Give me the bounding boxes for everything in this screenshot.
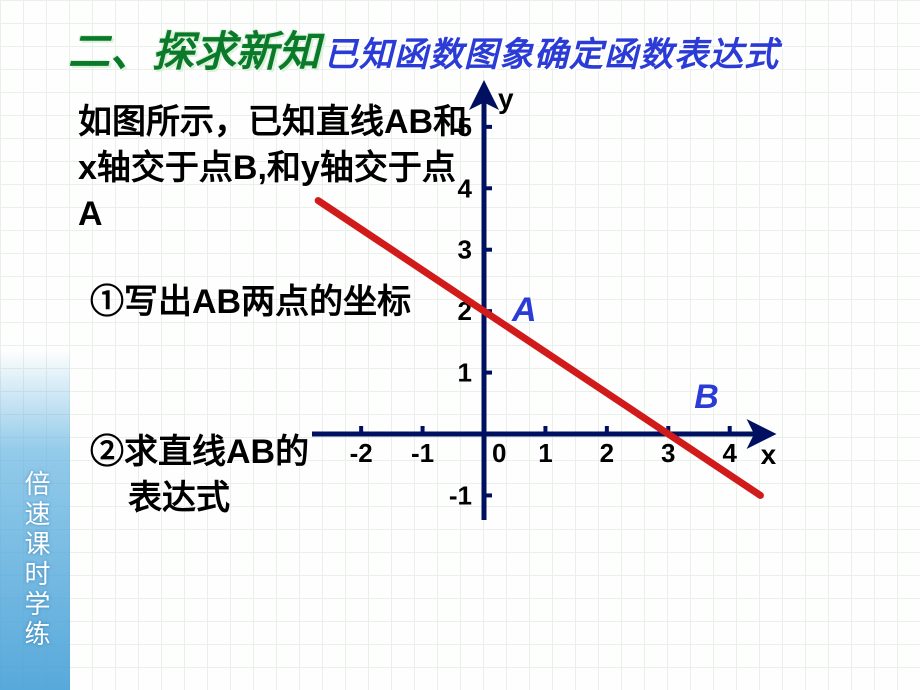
chart-svg: -2-101234-112345yxAB: [312, 90, 902, 520]
svg-text:3: 3: [458, 235, 472, 265]
svg-text:1: 1: [538, 438, 552, 468]
svg-text:4: 4: [722, 438, 737, 468]
title-row: 二、探求新知 已知函数图象确定函数表达式: [68, 18, 779, 79]
sidebar-label: 倍速课时学练: [18, 470, 55, 650]
svg-text:3: 3: [661, 438, 675, 468]
title-sub: 已知函数图象确定函数表达式: [324, 27, 779, 76]
slide-content: 二、探求新知 已知函数图象确定函数表达式 如图所示，已知直线AB和x轴交于点B,…: [0, 0, 920, 690]
svg-text:A: A: [511, 291, 537, 329]
question-2-line2: 表达式: [128, 476, 230, 522]
svg-text:x: x: [761, 439, 777, 470]
svg-text:1: 1: [458, 358, 472, 388]
svg-text:-1: -1: [449, 480, 472, 510]
svg-text:y: y: [498, 83, 514, 114]
svg-text:5: 5: [458, 112, 472, 142]
svg-text:0: 0: [492, 438, 506, 468]
svg-text:B: B: [694, 378, 719, 416]
svg-text:-2: -2: [350, 438, 373, 468]
svg-text:2: 2: [600, 438, 614, 468]
svg-text:-1: -1: [411, 438, 434, 468]
svg-text:4: 4: [458, 173, 473, 203]
coordinate-chart: -2-101234-112345yxAB: [312, 90, 902, 520]
title-main: 二、探求新知: [68, 18, 320, 79]
question-2-line1: ②求直线AB的: [90, 430, 309, 476]
